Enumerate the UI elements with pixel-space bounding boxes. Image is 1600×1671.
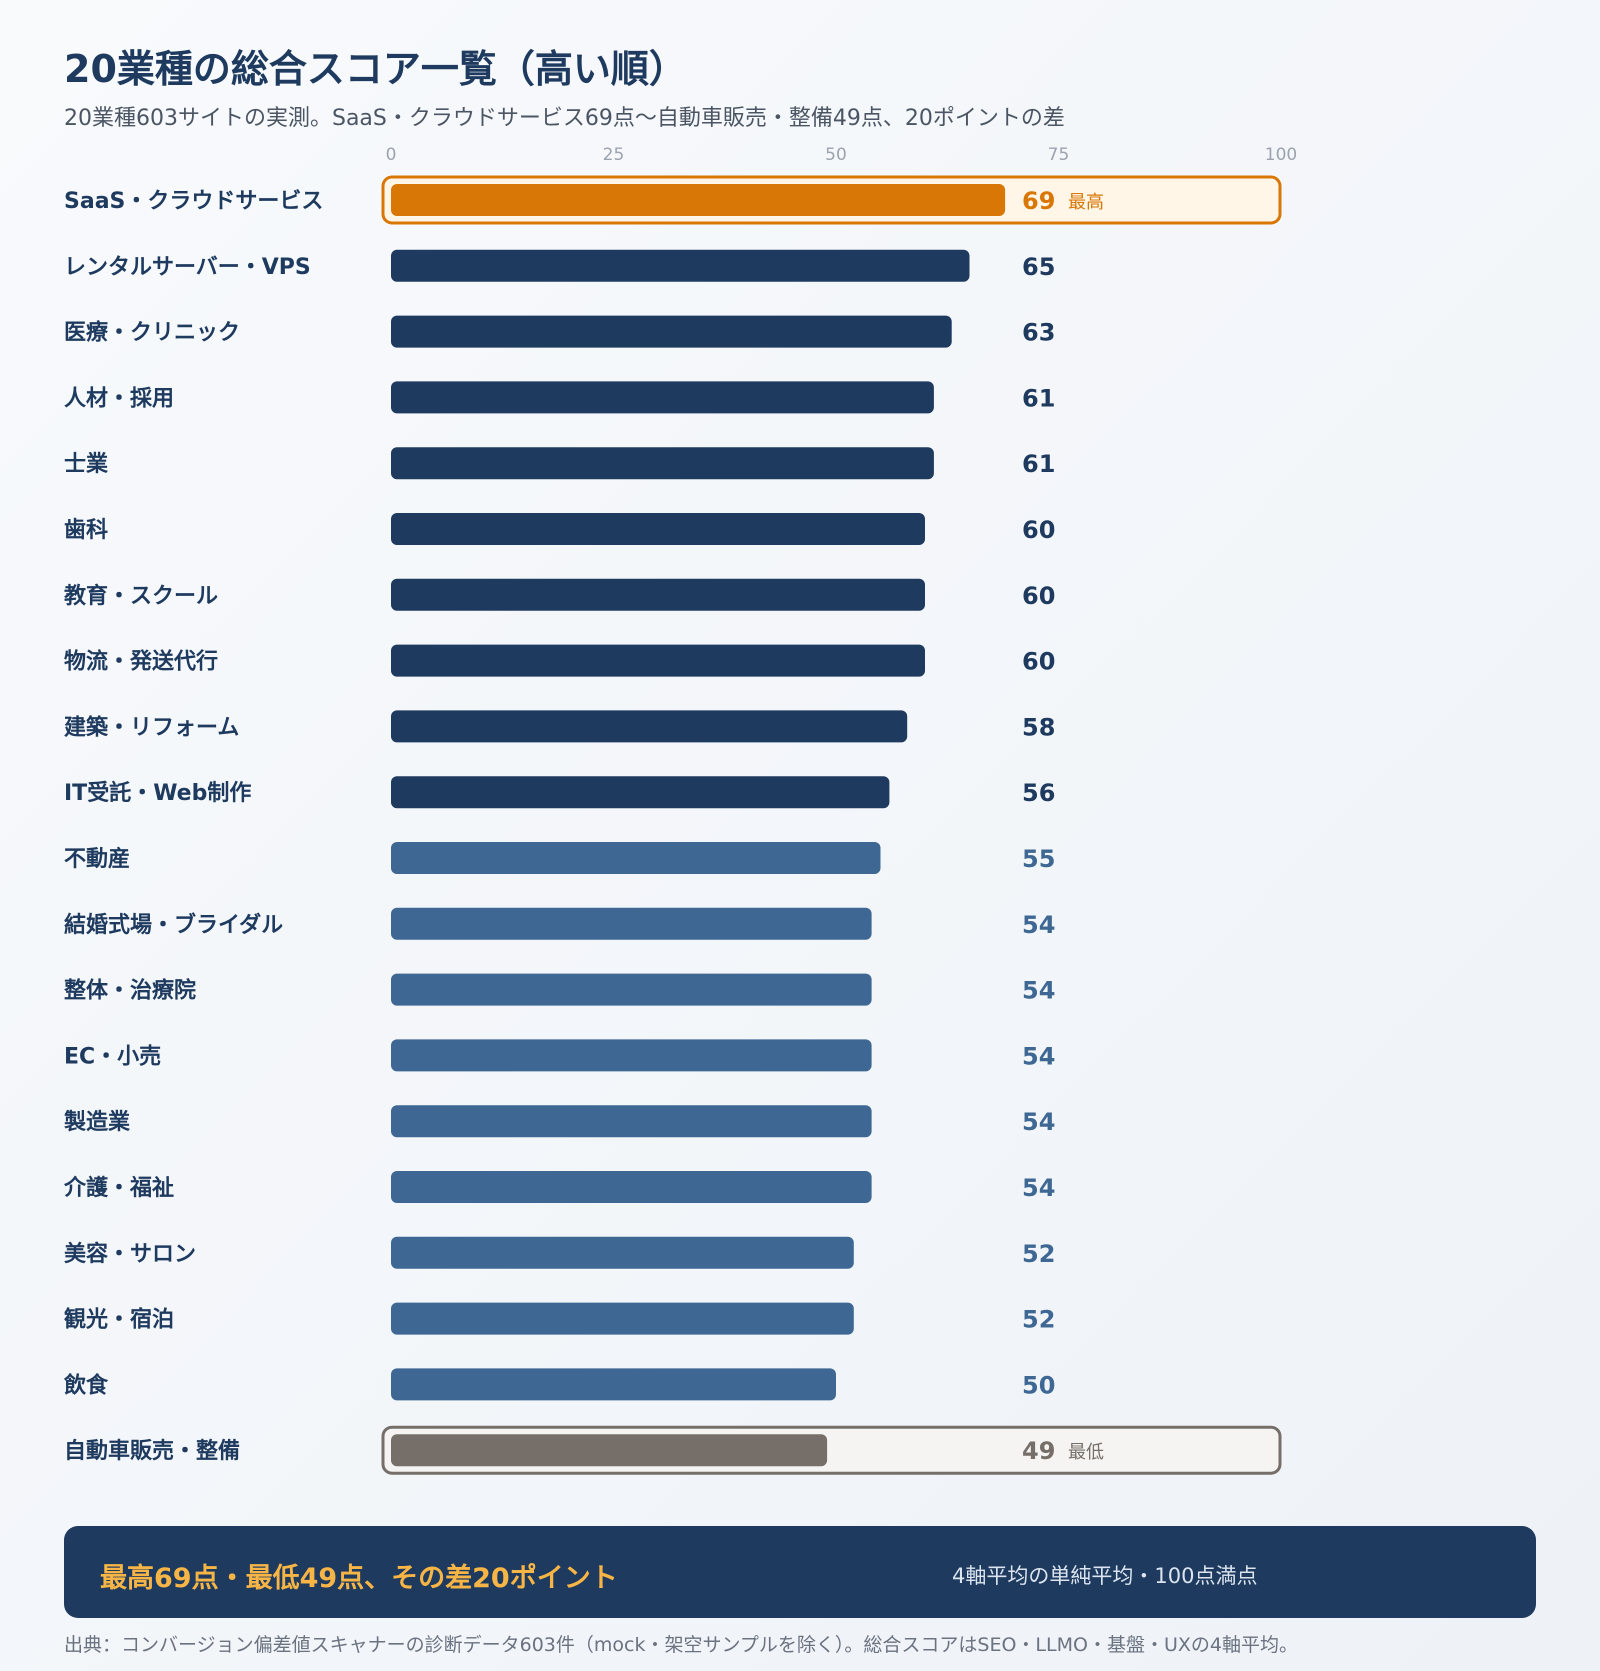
bar	[391, 381, 934, 414]
value-label: 50	[1022, 1371, 1055, 1399]
bar	[391, 776, 890, 809]
value-label: 54	[1022, 1042, 1055, 1070]
bar	[391, 644, 925, 677]
summary-note: 4軸平均の単純平均・100点満点	[952, 1564, 1258, 1588]
value-label: 54	[1022, 977, 1055, 1005]
bar	[391, 1236, 854, 1269]
value-label: 55	[1022, 845, 1055, 873]
category-label: EC・小売	[64, 1043, 161, 1069]
bar	[391, 842, 881, 874]
value-label: 65	[1022, 253, 1055, 281]
category-label: 製造業	[63, 1109, 131, 1135]
bar	[391, 578, 925, 611]
bar	[391, 973, 872, 1006]
bar	[391, 1368, 836, 1401]
category-label: IT受託・Web制作	[64, 780, 251, 806]
value-label: 49	[1022, 1437, 1055, 1465]
bar	[391, 184, 1006, 216]
category-label: 不動産	[64, 846, 130, 872]
value-label: 69	[1022, 187, 1055, 215]
bar	[391, 249, 970, 282]
category-label: 医療・クリニック	[64, 320, 240, 346]
chart-subtitle: 20業種603サイトの実測。SaaS・クラウドサービス69点〜自動車販売・整備4…	[64, 106, 1065, 131]
category-label: 人材・採用	[64, 386, 174, 411]
lowest-annotation: 最低	[1068, 1442, 1104, 1463]
value-label: 54	[1022, 1108, 1055, 1136]
value-label: 60	[1022, 648, 1055, 676]
value-label: 60	[1022, 582, 1055, 610]
summary-headline: 最高69点・最低49点、その差20ポイント	[100, 1563, 618, 1594]
category-label: 飲食	[63, 1372, 109, 1398]
value-label: 54	[1022, 911, 1055, 939]
category-label: 建築・リフォーム	[64, 714, 239, 740]
category-label: 結婚式場・ブライダル	[64, 912, 283, 938]
bar	[391, 1434, 828, 1467]
bar	[391, 710, 908, 743]
value-label: 52	[1022, 1240, 1055, 1268]
x-tick-label: 25	[603, 145, 625, 165]
bar	[391, 513, 925, 545]
value-label: 63	[1022, 319, 1055, 347]
x-tick-label: 100	[1265, 145, 1297, 165]
source-note: 出典：コンバージョン偏差値スキャナーの診断データ603件（mock・架空サンプル…	[64, 1634, 1298, 1656]
category-label: 美容・サロン	[64, 1241, 196, 1267]
bar	[391, 315, 952, 348]
category-label: 物流・発送代行	[64, 649, 218, 675]
bar	[391, 1171, 872, 1203]
category-label: 整体・治療院	[64, 978, 196, 1004]
value-label: 61	[1022, 384, 1055, 412]
chart-title: 20業種の総合スコア一覧（高い順）	[64, 47, 687, 91]
category-label: 教育・スクール	[64, 583, 218, 609]
bar	[391, 1039, 872, 1072]
x-tick-label: 0	[386, 145, 397, 165]
value-label: 54	[1022, 1174, 1055, 1202]
bar	[391, 447, 934, 480]
x-tick-label: 75	[1048, 145, 1070, 165]
value-label: 61	[1022, 450, 1055, 478]
value-label: 52	[1022, 1306, 1055, 1334]
category-label: 歯科	[64, 517, 108, 543]
category-label: 士業	[64, 452, 109, 477]
bar	[391, 1302, 854, 1335]
value-label: 60	[1022, 516, 1055, 544]
category-label: 介護・福祉	[63, 1175, 174, 1201]
summary-banner: 最高69点・最低49点、その差20ポイント 4軸平均の単純平均・100点満点	[64, 1526, 1536, 1618]
category-label: 自動車販売・整備	[64, 1438, 240, 1464]
x-tick-label: 50	[825, 145, 847, 165]
category-label: 観光・宿泊	[64, 1307, 174, 1333]
bar	[391, 907, 872, 940]
category-label: レンタルサーバー・VPS	[64, 255, 311, 280]
highest-annotation: 最高	[1068, 192, 1104, 213]
value-label: 58	[1022, 713, 1055, 741]
category-label: SaaS・クラウドサービス	[64, 189, 323, 214]
bar	[391, 1105, 872, 1138]
value-label: 56	[1022, 779, 1055, 807]
